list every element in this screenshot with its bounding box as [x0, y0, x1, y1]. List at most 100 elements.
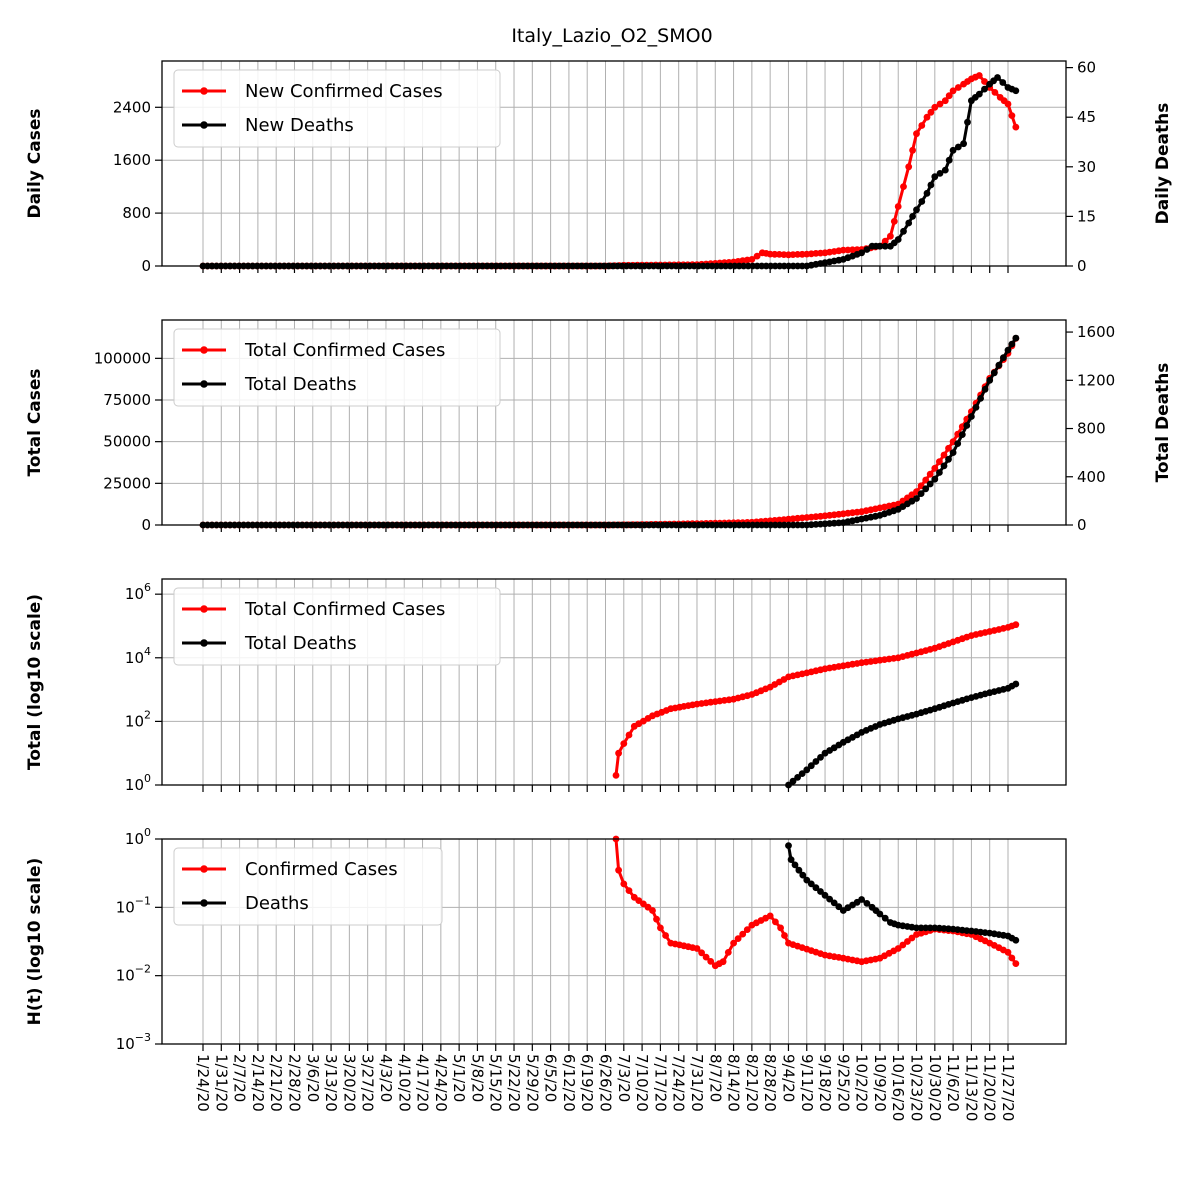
data-point [994, 74, 1001, 81]
y-axis-label: Total Cases [25, 368, 45, 476]
data-point [917, 490, 925, 497]
data-point [936, 469, 943, 476]
x-tick-label: 11/20/20 [981, 1054, 999, 1121]
legend-box [173, 847, 443, 926]
x-tick-label: 8/7/20 [706, 1054, 724, 1102]
data-point [1000, 354, 1007, 362]
x-tick-label: 4/3/20 [377, 1054, 395, 1102]
legend-label: Total Confirmed Cases [244, 340, 445, 361]
legend-marker [200, 865, 208, 873]
data-point [954, 440, 962, 447]
x-tick-label: 1/31/20 [212, 1054, 230, 1112]
data-point [1012, 123, 1020, 131]
x-tick-label: 7/17/20 [651, 1054, 669, 1112]
data-point [975, 90, 983, 98]
plot-frame [161, 838, 1067, 1045]
panel-log: 100 102 104 106 Total (log10 scale) Total Con… [25, 578, 1067, 794]
data-point [748, 256, 756, 263]
x-tick-label: 2/28/20 [286, 1054, 304, 1112]
x-tick-label: 5/22/20 [505, 1054, 523, 1112]
data-point [1008, 112, 1016, 119]
legend-label: Total Confirmed Cases [244, 599, 445, 620]
y2-tick-label: 1600 [1077, 323, 1115, 341]
x-tick-label: 6/26/20 [597, 1054, 615, 1112]
y-tick-label: 10−1 [116, 894, 151, 916]
data-point [981, 78, 988, 85]
data-point [905, 219, 913, 227]
legend-box [173, 69, 501, 148]
x-tick-label: 6/19/20 [578, 1054, 596, 1112]
y2-tick-label: 400 [1077, 468, 1106, 486]
data-point [781, 932, 788, 939]
data-point [922, 476, 930, 484]
y-tick-label: 104 [125, 645, 151, 667]
data-point [941, 97, 949, 105]
data-point [913, 495, 920, 502]
data-point [795, 866, 803, 874]
y-tick-label: 0 [141, 516, 151, 534]
data-point [913, 130, 920, 138]
data-point [719, 958, 727, 966]
x-tick-label: 7/3/20 [615, 1054, 633, 1102]
data-point [894, 203, 902, 210]
data-point [968, 413, 975, 420]
panel-total: 0 25000 50000 75000 100000 0 400 800 1200 1600 Tot… [25, 319, 1173, 534]
data-point [890, 218, 898, 225]
x-tick-label: 2/21/20 [267, 1054, 285, 1112]
y2-tick-label: 30 [1077, 158, 1096, 176]
legend-label: Total Deaths [244, 633, 357, 654]
data-point [863, 246, 871, 253]
data-point [835, 903, 843, 911]
data-point [657, 924, 664, 932]
x-tick-label: 5/15/20 [487, 1054, 505, 1112]
data-point [945, 156, 953, 164]
plot-frame [161, 578, 1067, 786]
data-point [876, 242, 884, 250]
legend-label: Confirmed Cases [245, 859, 398, 880]
x-tick-label: 7/10/20 [633, 1054, 651, 1112]
data-point [918, 198, 926, 205]
y2-tick-label: 1200 [1077, 371, 1115, 389]
data-point [936, 170, 944, 177]
data-point [954, 143, 962, 151]
data-point [977, 395, 984, 402]
x-tick-label: 5/1/20 [450, 1054, 468, 1102]
data-point [821, 891, 829, 899]
data-point [945, 444, 952, 452]
y-tick-label: 106 [125, 581, 151, 603]
legend-marker [200, 605, 208, 613]
data-point [887, 232, 894, 240]
data-point [986, 376, 994, 384]
data-point [894, 236, 902, 243]
x-tick-label: 11/27/20 [999, 1054, 1017, 1121]
x-tick-label: 4/17/20 [414, 1054, 432, 1112]
y-tick-label: 1600 [113, 151, 151, 169]
data-point [931, 475, 939, 483]
data-point [936, 100, 944, 108]
data-point [1008, 954, 1016, 962]
data-point [772, 918, 779, 926]
x-tick-label: 11/6/20 [944, 1054, 962, 1112]
data-point [1012, 334, 1020, 342]
x-tick-label: 8/28/20 [761, 1054, 779, 1112]
y2-tick-label: 0 [1077, 516, 1087, 534]
x-tick-label: 4/10/20 [395, 1054, 413, 1112]
x-tick-label: 10/9/20 [871, 1054, 889, 1112]
data-point [739, 930, 747, 938]
y2-tick-label: 15 [1077, 207, 1096, 225]
data-point [803, 876, 811, 884]
data-point [791, 861, 799, 869]
legend-label: New Confirmed Cases [245, 81, 443, 102]
data-point [807, 880, 815, 888]
data-point [702, 953, 710, 961]
data-point [625, 731, 633, 739]
legend-marker [200, 899, 208, 907]
data-point [830, 899, 838, 907]
data-point [698, 949, 705, 957]
data-point [693, 945, 701, 952]
data-point [899, 941, 907, 949]
data-point [794, 774, 801, 781]
x-date-labels: 1/24/20 1/31/20 2/7/20 2/14/20 2/21/20 2/28/2… [194, 1054, 1017, 1121]
legend-label: Total Deaths [244, 374, 357, 395]
data-point [949, 449, 957, 456]
